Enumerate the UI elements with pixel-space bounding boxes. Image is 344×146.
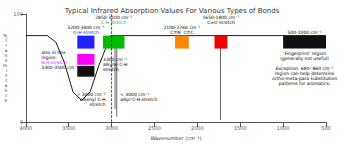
svg-text:C-H stretch: C-H stretch xyxy=(101,20,126,25)
svg-text:C=O stretch: C=O stretch xyxy=(207,20,235,25)
svg-text:3500: 3500 xyxy=(62,125,75,131)
svg-text:2850-3100 cm⁻¹: 2850-3100 cm⁻¹ xyxy=(95,15,132,20)
svg-text:stretch: stretch xyxy=(103,67,119,72)
svg-text:n: n xyxy=(4,53,8,59)
svg-text:(generally not useful): (generally not useful) xyxy=(280,56,329,61)
svg-text:T: T xyxy=(4,38,8,44)
svg-text:3300-3500 cm⁻¹: 3300-3500 cm⁻¹ xyxy=(41,65,78,70)
svg-text:Exception: 680- 860 cm⁻¹: Exception: 680- 860 cm⁻¹ xyxy=(275,65,334,71)
svg-text:region can help determine: region can help determine xyxy=(274,70,335,76)
svg-text:2000: 2000 xyxy=(191,125,204,131)
svg-text:alkyl C-H stretch: alkyl C-H stretch xyxy=(120,97,157,102)
svg-text:n: n xyxy=(4,88,8,94)
svg-text:e: e xyxy=(5,98,8,103)
svg-text:t: t xyxy=(5,78,8,84)
svg-text:region:: region: xyxy=(41,54,57,60)
svg-text:> 3000 cm⁻¹: > 3000 cm⁻¹ xyxy=(76,91,106,97)
svg-text:a: a xyxy=(4,48,8,54)
svg-text:3300 cm⁻¹: 3300 cm⁻¹ xyxy=(103,57,127,63)
svg-text:Typical Infrared Absorption Va: Typical Infrared Absorption Values For V… xyxy=(64,7,280,15)
svg-text:r: r xyxy=(5,43,8,49)
svg-text:a: a xyxy=(4,83,8,89)
svg-text:3200-3400 cm⁻¹: 3200-3400 cm⁻¹ xyxy=(67,25,104,30)
svg-text:Wavenumber (cm⁻¹): Wavenumber (cm⁻¹) xyxy=(150,135,201,141)
svg-text:O-H stretch: O-H stretch xyxy=(73,30,99,35)
svg-text:2100-2260 cm⁻¹: 2100-2260 cm⁻¹ xyxy=(163,25,200,30)
svg-text:N-H stretch: N-H stretch xyxy=(41,59,67,65)
svg-text:m: m xyxy=(3,63,8,69)
svg-text:also in this: also in this xyxy=(41,49,66,55)
svg-text:1000: 1000 xyxy=(277,125,290,131)
svg-text:s: s xyxy=(5,58,8,64)
svg-text:stretch: stretch xyxy=(90,102,106,107)
svg-text:3000: 3000 xyxy=(105,125,118,131)
svg-text:2500: 2500 xyxy=(148,125,161,131)
svg-text:i: i xyxy=(6,68,8,74)
svg-text:C≡N C≡C: C≡N C≡C xyxy=(170,30,193,35)
svg-text:‘Fingerprint’ region: ‘Fingerprint’ region xyxy=(283,50,326,56)
svg-text:100: 100 xyxy=(13,11,23,17)
svg-text:c: c xyxy=(4,93,8,99)
svg-text:alkyne C-H: alkyne C-H xyxy=(103,62,128,68)
svg-text:< 3000 cm⁻¹: < 3000 cm⁻¹ xyxy=(120,91,150,97)
svg-text:patterns for aromatics.: patterns for aromatics. xyxy=(279,81,331,86)
svg-text:alkenyl C-H: alkenyl C-H xyxy=(80,96,106,102)
svg-text:500-1000 cm⁻¹: 500-1000 cm⁻¹ xyxy=(287,30,321,35)
svg-text:1650-1800 cm⁻¹: 1650-1800 cm⁻¹ xyxy=(202,15,239,20)
svg-text:4000: 4000 xyxy=(19,125,32,131)
svg-text:0: 0 xyxy=(19,119,23,126)
svg-text:ortho-meta-para substitution: ortho-meta-para substitution xyxy=(271,75,338,81)
svg-text:500: 500 xyxy=(321,125,331,131)
svg-text:t: t xyxy=(5,73,8,79)
svg-text:1500: 1500 xyxy=(234,125,247,131)
